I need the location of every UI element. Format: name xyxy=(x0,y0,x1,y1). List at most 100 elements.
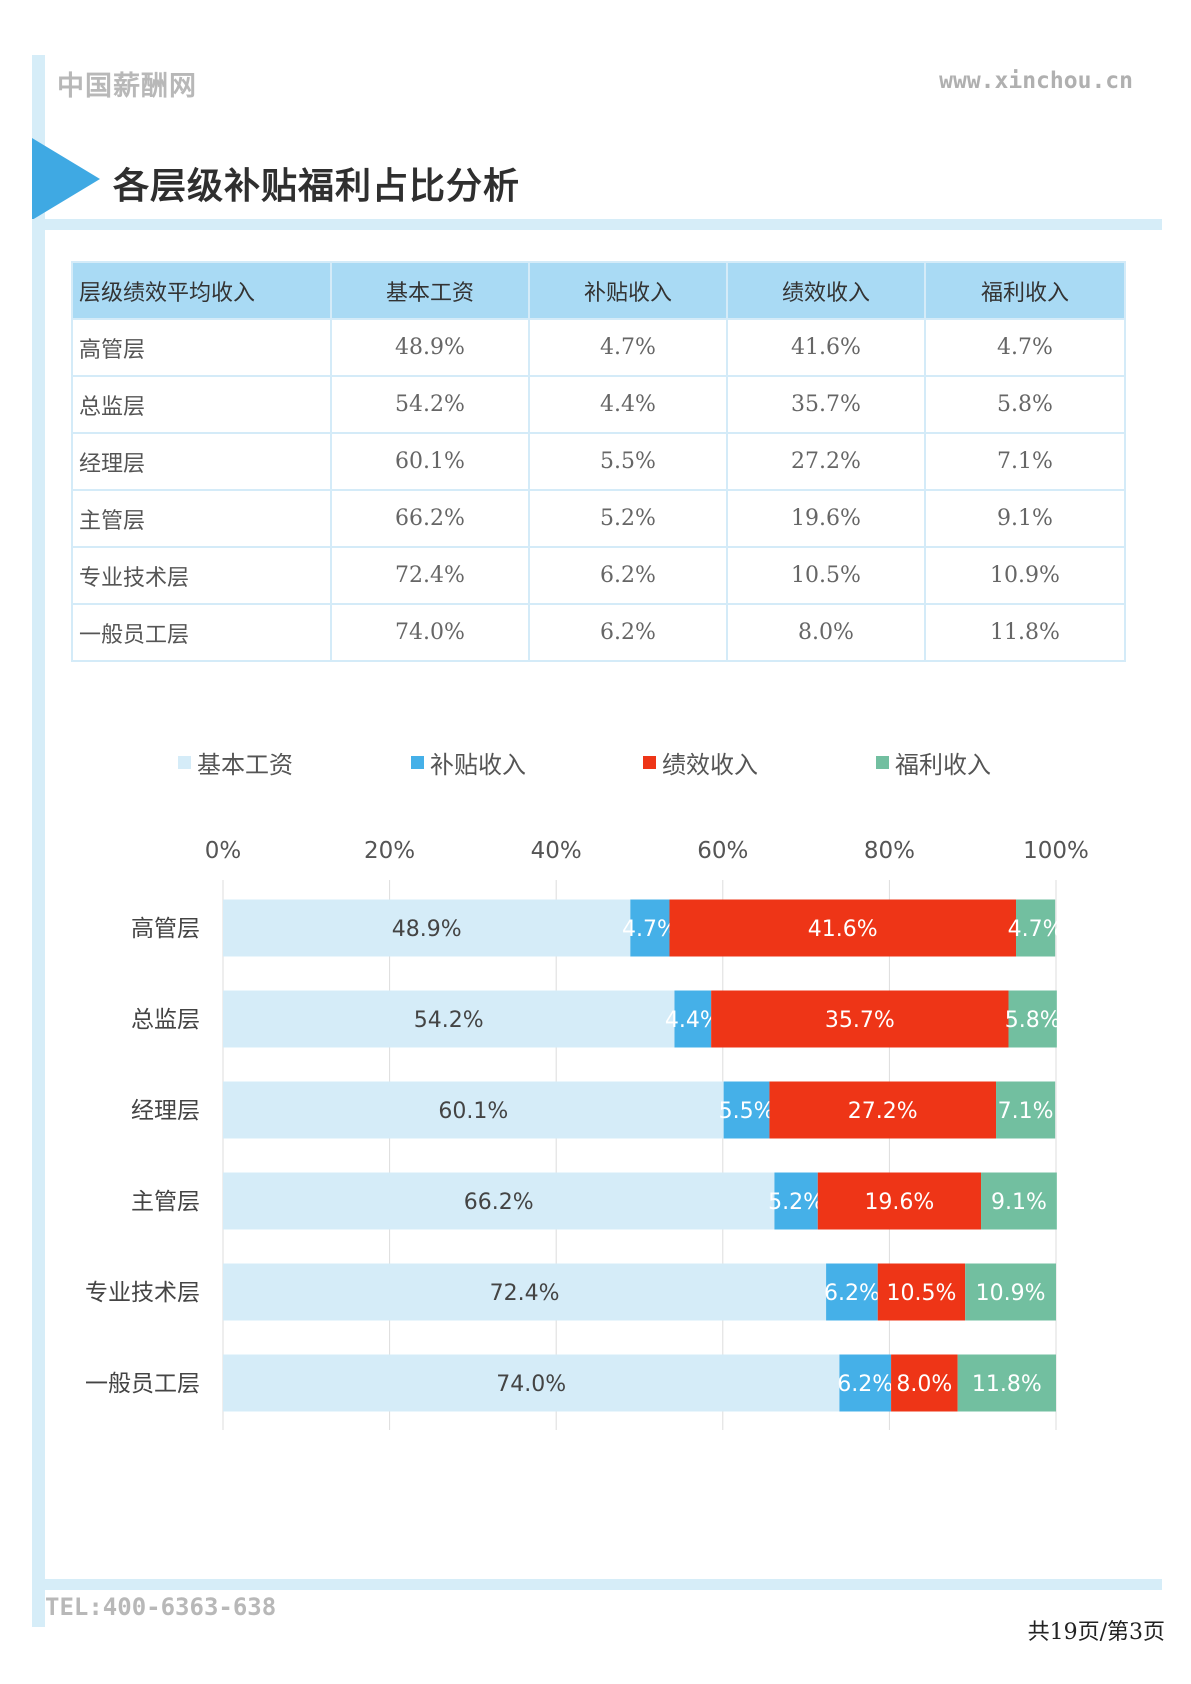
data-label: 74.0% xyxy=(496,1372,566,1397)
data-label: 5.2% xyxy=(768,1190,824,1215)
bar-segment xyxy=(826,1263,878,1321)
legend-label: 补贴收入 xyxy=(430,751,526,779)
data-label: 72.4% xyxy=(490,1281,560,1306)
table-cell-level: 主管层 xyxy=(71,489,332,548)
table-cell-level: 总监层 xyxy=(71,375,332,434)
category-label: 经理层 xyxy=(131,1098,200,1124)
data-label: 6.2% xyxy=(824,1281,880,1306)
table-header-cell: 层级绩效平均收入 xyxy=(71,261,332,320)
table-cell: 48.9% xyxy=(330,318,530,377)
table-header-row: 层级绩效平均收入 基本工资 补贴收入 绩效收入 福利收入 xyxy=(71,261,1126,320)
table-cell: 10.5% xyxy=(726,546,926,605)
table-cell-level: 经理层 xyxy=(71,432,332,491)
bar-segment xyxy=(957,1354,1056,1412)
x-tick-label: 80% xyxy=(864,838,915,864)
bar-segment xyxy=(1016,899,1056,957)
legend-item: 基本工资 xyxy=(178,745,293,780)
left-decor-bar xyxy=(32,55,45,1627)
bar-segment xyxy=(891,1354,958,1412)
bar-segment xyxy=(981,1172,1057,1230)
bar-segment xyxy=(1008,990,1057,1048)
bar-segment xyxy=(669,899,1017,957)
table-cell: 7.1% xyxy=(924,432,1126,491)
data-label: 54.2% xyxy=(414,1008,484,1033)
data-label: 4.7% xyxy=(622,917,678,942)
table-cell: 35.7% xyxy=(726,375,926,434)
table-row: 高管层 48.9% 4.7% 41.6% 4.7% xyxy=(71,318,1126,377)
data-table: 层级绩效平均收入 基本工资 补贴收入 绩效收入 福利收入 高管层 48.9% 4… xyxy=(71,261,1126,662)
bar-segment xyxy=(711,990,1009,1048)
legend-item: 补贴收入 xyxy=(411,745,526,780)
page-number: 共19页/第3页 xyxy=(1027,1620,1165,1645)
table-header-cell: 绩效收入 xyxy=(726,261,926,320)
data-label: 6.2% xyxy=(837,1372,893,1397)
x-tick-label: 40% xyxy=(531,838,582,864)
table-cell: 66.2% xyxy=(330,489,530,548)
table-cell: 41.6% xyxy=(726,318,926,377)
data-label: 41.6% xyxy=(808,917,878,942)
bar-segment xyxy=(223,1354,840,1412)
table-cell: 4.7% xyxy=(924,318,1126,377)
bar-segment xyxy=(223,1081,724,1139)
bar-segment xyxy=(223,1263,827,1321)
chart-legend: 基本工资 补贴收入 绩效收入 福利收入 xyxy=(0,745,1191,779)
table-header-cell: 基本工资 xyxy=(330,261,530,320)
table-cell: 4.7% xyxy=(528,318,728,377)
data-label: 5.8% xyxy=(1005,1008,1061,1033)
category-label: 主管层 xyxy=(131,1189,200,1215)
table-cell: 6.2% xyxy=(528,603,728,662)
category-label: 专业技术层 xyxy=(85,1280,200,1306)
data-label: 66.2% xyxy=(464,1190,534,1215)
table-row: 一般员工层 74.0% 6.2% 8.0% 11.8% xyxy=(71,603,1126,662)
bar-segment xyxy=(965,1263,1056,1321)
bar-segment xyxy=(817,1172,982,1230)
table-row: 经理层 60.1% 5.5% 27.2% 7.1% xyxy=(71,432,1126,491)
data-label: 48.9% xyxy=(392,917,462,942)
bar-segment xyxy=(774,1172,818,1230)
legend-item: 福利收入 xyxy=(876,745,991,780)
data-label: 5.5% xyxy=(719,1099,775,1124)
table-cell: 27.2% xyxy=(726,432,926,491)
title-divider xyxy=(32,219,1162,230)
x-tick-label: 60% xyxy=(697,838,748,864)
category-label: 高管层 xyxy=(131,916,200,942)
bar-segment xyxy=(223,990,675,1048)
table-cell: 10.9% xyxy=(924,546,1126,605)
data-label: 7.1% xyxy=(998,1099,1054,1124)
data-label: 27.2% xyxy=(848,1099,918,1124)
table-cell: 72.4% xyxy=(330,546,530,605)
table-cell: 54.2% xyxy=(330,375,530,434)
page-title: 各层级补贴福利占比分析 xyxy=(113,166,521,207)
legend-item: 绩效收入 xyxy=(643,745,758,780)
category-label: 总监层 xyxy=(131,1007,200,1033)
data-label: 4.7% xyxy=(1008,917,1064,942)
x-tick-label: 0% xyxy=(205,838,242,864)
table-row: 专业技术层 72.4% 6.2% 10.5% 10.9% xyxy=(71,546,1126,605)
table-cell: 5.2% xyxy=(528,489,728,548)
table-cell-level: 专业技术层 xyxy=(71,546,332,605)
table-row: 总监层 54.2% 4.4% 35.7% 5.8% xyxy=(71,375,1126,434)
bottom-divider xyxy=(32,1579,1162,1590)
table-cell-level: 高管层 xyxy=(71,318,332,377)
title-arrow-icon xyxy=(32,138,100,220)
table-cell: 5.5% xyxy=(528,432,728,491)
table-cell: 19.6% xyxy=(726,489,926,548)
table-cell: 6.2% xyxy=(528,546,728,605)
data-label: 19.6% xyxy=(864,1190,934,1215)
data-label: 9.1% xyxy=(991,1190,1047,1215)
table-cell-level: 一般员工层 xyxy=(71,603,332,662)
table-cell: 74.0% xyxy=(330,603,530,662)
footer-tel: TEL:400-6363-638 xyxy=(45,1593,277,1621)
table-row: 主管层 66.2% 5.2% 19.6% 9.1% xyxy=(71,489,1126,548)
table-cell: 11.8% xyxy=(924,603,1126,662)
legend-label: 福利收入 xyxy=(895,751,991,779)
stacked-bar-chart: 0% 20% 40% 60% 80% 100% 高管层 48.9% 4.7% 41.6% 4.7% 总… xyxy=(85,838,1089,1430)
legend-swatch xyxy=(876,756,889,769)
data-label: 10.9% xyxy=(976,1281,1046,1306)
legend-label: 绩效收入 xyxy=(662,751,758,779)
table-cell: 8.0% xyxy=(726,603,926,662)
site-url[interactable]: www.xinchou.cn xyxy=(939,68,1133,94)
data-label: 60.1% xyxy=(438,1099,508,1124)
site-name: 中国薪酬网 xyxy=(57,71,197,102)
x-tick-label: 20% xyxy=(364,838,415,864)
